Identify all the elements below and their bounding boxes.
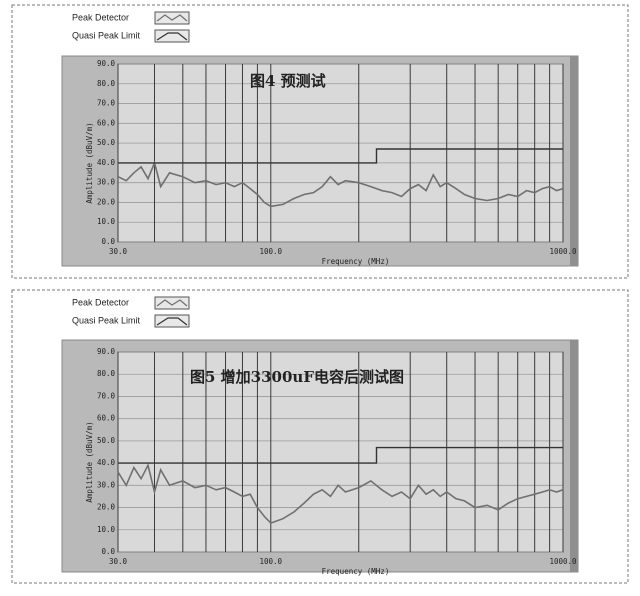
y-tick-label: 20.0 bbox=[97, 503, 116, 512]
y-tick-label: 30.0 bbox=[97, 480, 116, 489]
chart-title: 图4 预测试 bbox=[250, 72, 326, 90]
y-axis-label: Amplitude (dBuV/m) bbox=[85, 122, 94, 203]
series-line bbox=[117, 160, 564, 208]
y-tick-label: 10.0 bbox=[97, 217, 116, 226]
plot-area bbox=[117, 351, 564, 553]
y-tick-label: 50.0 bbox=[97, 138, 116, 147]
y-tick-label: 0.0 bbox=[101, 547, 115, 556]
legend-swatch bbox=[154, 314, 190, 328]
y-tick-label: 70.0 bbox=[97, 391, 116, 400]
legend-line bbox=[156, 32, 188, 41]
series-line bbox=[118, 446, 563, 464]
y-tick-label: 60.0 bbox=[97, 118, 116, 127]
scroll-strip bbox=[570, 340, 578, 572]
y-tick-label: 90.0 bbox=[97, 347, 116, 356]
x-tick-label: 30.0 bbox=[109, 557, 128, 566]
legend-line bbox=[156, 299, 188, 307]
legend-label: Quasi Peak Limit bbox=[72, 315, 141, 325]
y-tick-label: 80.0 bbox=[97, 79, 116, 88]
legend-line bbox=[156, 317, 188, 326]
y-tick-label: 50.0 bbox=[97, 436, 116, 445]
x-tick-label: 100.0 bbox=[260, 557, 283, 566]
x-tick-label: 30.0 bbox=[109, 247, 128, 256]
y-tick-label: 20.0 bbox=[97, 197, 116, 206]
legend-label: Peak Detector bbox=[72, 12, 129, 22]
scroll-strip bbox=[570, 56, 578, 266]
y-tick-label: 80.0 bbox=[97, 369, 116, 378]
y-tick-label: 30.0 bbox=[97, 178, 116, 187]
series-line bbox=[117, 463, 564, 525]
chart-title: 图5 增加3300uF电容后测试图 bbox=[190, 368, 404, 386]
plot-area bbox=[117, 63, 564, 243]
y-tick-label: 40.0 bbox=[97, 158, 116, 167]
series-line bbox=[118, 148, 563, 164]
chart-frame bbox=[11, 289, 629, 584]
legend-line bbox=[156, 14, 188, 22]
legend-label: Peak Detector bbox=[72, 297, 129, 307]
y-tick-label: 60.0 bbox=[97, 414, 116, 423]
legend-label: Quasi Peak Limit bbox=[72, 30, 141, 40]
legend-swatch bbox=[154, 29, 190, 43]
y-tick-label: 10.0 bbox=[97, 525, 116, 534]
y-axis-label: Amplitude (dBuV/m) bbox=[85, 421, 94, 502]
x-tick-label: 1000.0 bbox=[549, 557, 577, 566]
x-tick-label: 1000.0 bbox=[549, 247, 577, 256]
chart-frame bbox=[11, 4, 629, 279]
x-axis-label: Frequency (MHz) bbox=[322, 257, 390, 266]
y-tick-label: 40.0 bbox=[97, 458, 116, 467]
x-tick-label: 100.0 bbox=[260, 247, 283, 256]
y-tick-label: 90.0 bbox=[97, 59, 116, 68]
x-axis-label: Frequency (MHz) bbox=[322, 567, 390, 576]
y-tick-label: 0.0 bbox=[101, 237, 115, 246]
y-tick-label: 70.0 bbox=[97, 99, 116, 108]
